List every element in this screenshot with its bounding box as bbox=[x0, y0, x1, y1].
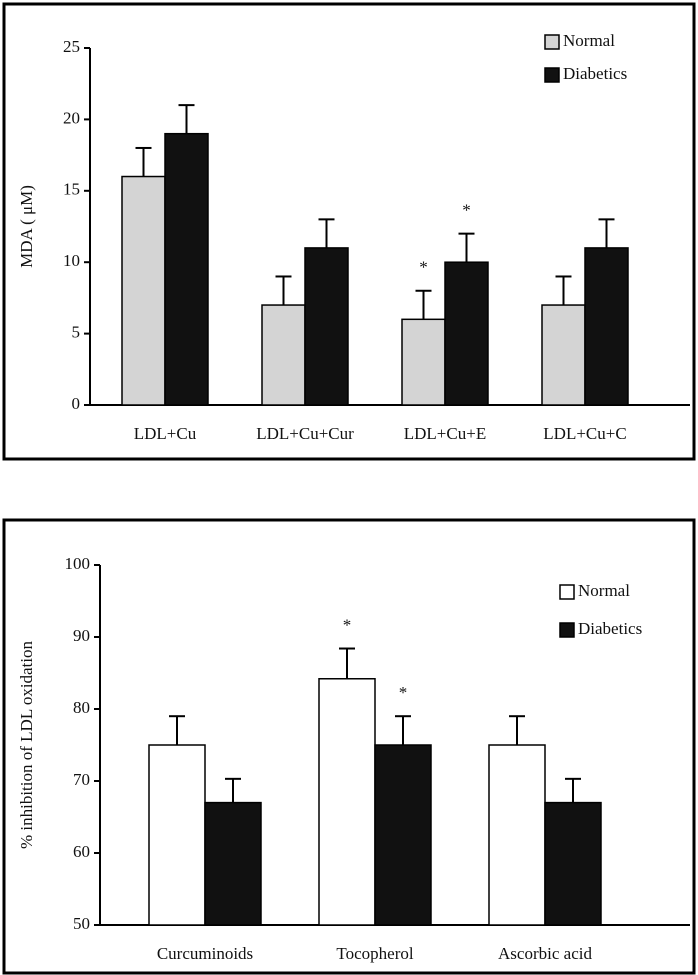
y-tick-label: 60 bbox=[73, 842, 90, 861]
bar bbox=[205, 803, 261, 925]
bar bbox=[149, 745, 205, 925]
error-bar bbox=[416, 291, 432, 320]
bar bbox=[542, 305, 585, 405]
x-tick-label: LDL+Cu+E bbox=[404, 424, 486, 443]
y-tick-label: 5 bbox=[72, 323, 81, 342]
y-tick-label: 20 bbox=[63, 108, 80, 127]
x-tick-label: LDL+Cu+C bbox=[543, 424, 626, 443]
bar bbox=[402, 319, 445, 405]
y-axis-label: % inhibition of LDL oxidation bbox=[17, 640, 36, 849]
x-tick-label: LDL+Cu bbox=[134, 424, 197, 443]
bar bbox=[262, 305, 305, 405]
y-tick-label: 25 bbox=[63, 37, 80, 56]
bar bbox=[305, 248, 348, 405]
error-bar bbox=[509, 716, 525, 745]
error-bar bbox=[169, 716, 185, 745]
legend-label: Diabetics bbox=[578, 619, 642, 638]
y-tick-label: 10 bbox=[63, 251, 80, 270]
error-bar bbox=[459, 234, 475, 263]
bar bbox=[489, 745, 545, 925]
significance-marker: * bbox=[399, 683, 408, 702]
bar bbox=[319, 679, 375, 925]
legend-swatch bbox=[560, 585, 574, 599]
error-bar bbox=[339, 649, 355, 679]
x-tick-label: Ascorbic acid bbox=[498, 944, 592, 963]
bar bbox=[445, 262, 488, 405]
error-bar bbox=[225, 779, 241, 803]
bar bbox=[165, 134, 208, 405]
error-bar bbox=[179, 105, 195, 134]
error-bar bbox=[395, 716, 411, 745]
significance-marker: * bbox=[462, 201, 471, 220]
error-bar bbox=[319, 219, 335, 248]
y-tick-label: 90 bbox=[73, 626, 90, 645]
x-tick-label: Curcuminoids bbox=[157, 944, 253, 963]
legend-swatch bbox=[560, 623, 574, 637]
bar bbox=[122, 177, 165, 405]
x-tick-label: LDL+Cu+Cur bbox=[256, 424, 354, 443]
y-tick-label: 100 bbox=[65, 554, 91, 573]
significance-marker: * bbox=[419, 258, 428, 277]
legend-label: Normal bbox=[578, 581, 630, 600]
y-tick-label: 80 bbox=[73, 698, 90, 717]
error-bar bbox=[556, 276, 572, 305]
y-tick-label: 0 bbox=[72, 394, 81, 413]
error-bar bbox=[565, 779, 581, 803]
legend-label: Normal bbox=[563, 31, 615, 50]
figure: 0 5 10 15 20 25 MDA ( μM) LDL+Cu LDL+Cu+Cur LDL+C… bbox=[0, 0, 698, 975]
bar bbox=[545, 803, 601, 925]
error-bar bbox=[276, 276, 292, 305]
legend-label: Diabetics bbox=[563, 64, 627, 83]
error-bar bbox=[136, 148, 152, 177]
significance-marker: * bbox=[343, 615, 352, 634]
legend-swatch bbox=[545, 68, 559, 82]
y-tick-label: 15 bbox=[63, 180, 80, 199]
y-tick-label: 70 bbox=[73, 770, 90, 789]
y-axis-label: MDA ( μM) bbox=[17, 185, 36, 268]
x-tick-label: Tocopherol bbox=[336, 944, 413, 963]
error-bar bbox=[599, 219, 615, 248]
bar bbox=[585, 248, 628, 405]
y-tick-label: 50 bbox=[73, 914, 90, 933]
legend-swatch bbox=[545, 35, 559, 49]
bar bbox=[375, 745, 431, 925]
